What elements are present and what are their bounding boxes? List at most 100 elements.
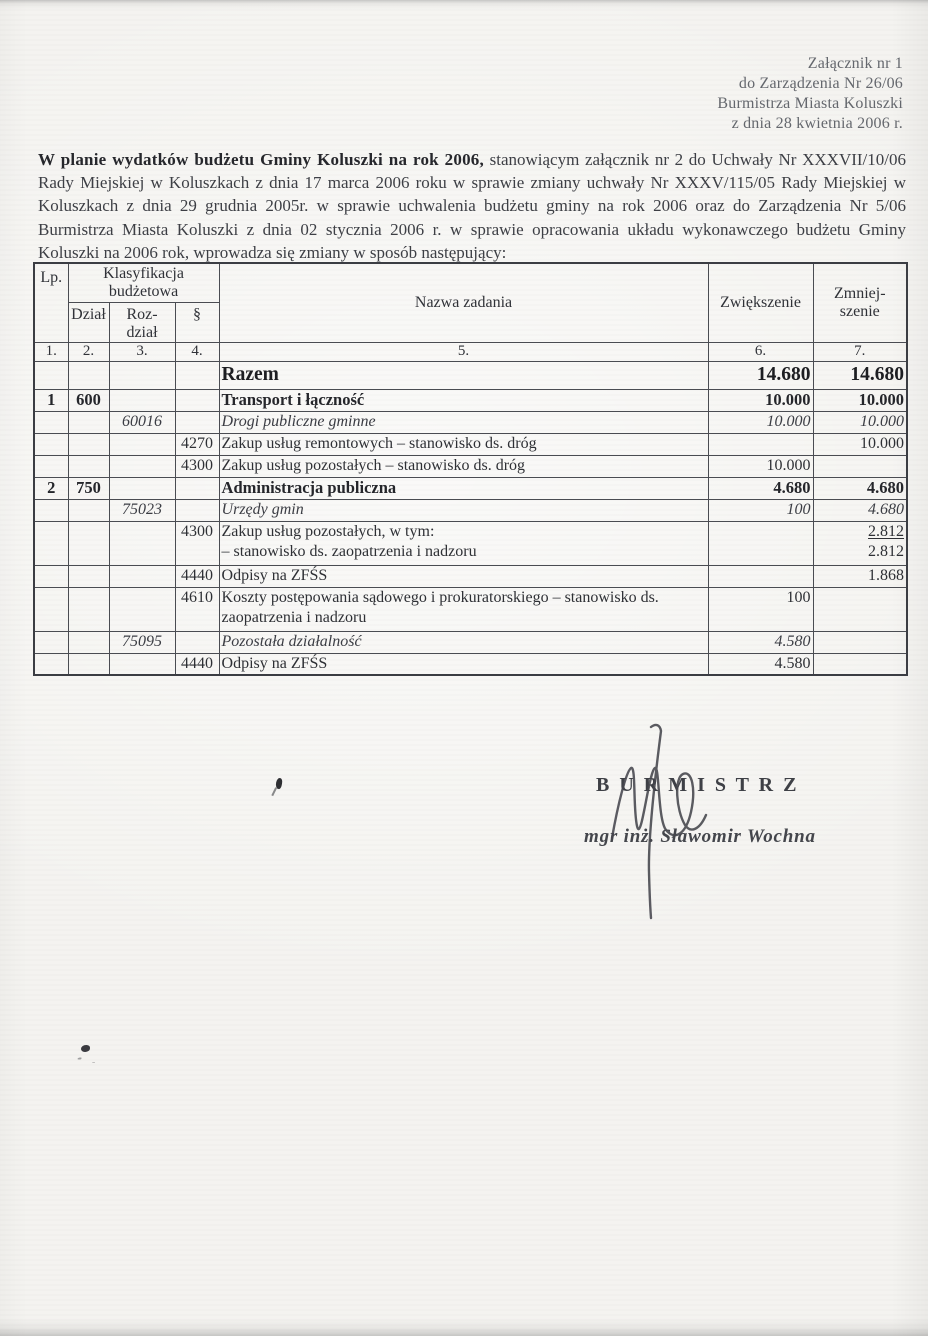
- table-row: 4610 Koszty postępowania sądowego i proku…: [33, 586, 908, 632]
- cell-nazwa-zadania: Pozostała działalność: [218, 630, 709, 654]
- header-klasyfikacja: Klasyfikacja budżetowa: [67, 262, 220, 303]
- cell-dzial: 750: [67, 476, 110, 500]
- cell-lp: 2: [33, 476, 69, 500]
- cell-paragraf: 4440: [174, 652, 220, 676]
- cell-rozdzial: [108, 586, 176, 632]
- attachment-header: Załącznik nr 1 do Zarządzenia Nr 26/06 B…: [717, 54, 903, 134]
- cell-dzial: [67, 432, 110, 456]
- cell-paragraf: [174, 498, 220, 522]
- header-zmniejszenie: Zmniej- szenie: [812, 262, 908, 343]
- intro-body-text: stanowiącym załącznik nr 2 do Uchwały Nr…: [38, 150, 906, 262]
- cell-nazwa-zadania: Razem: [218, 360, 709, 390]
- cell-paragraf: [174, 388, 220, 412]
- intro-paragraph: W planie wydatków budżetu Gminy Koluszki…: [38, 148, 906, 264]
- cell-dzial: [67, 564, 110, 588]
- cell-paragraf: [174, 630, 220, 654]
- cell-paragraf: 4610: [174, 586, 220, 632]
- mayor-stamp-name: mgr inż. Sławomir Wochna: [584, 826, 816, 847]
- cell-nazwa-zadania: Koszty postępowania sądowego i prokurato…: [218, 586, 709, 632]
- cell-zwiekszenie: 14.680: [707, 360, 814, 390]
- attachment-line: Burmistrza Miasta Koluszki: [717, 95, 903, 112]
- header-paragraf: §: [174, 301, 220, 343]
- table-row: 75023 Urzędy gmin 100 4.680: [33, 498, 908, 522]
- cell-paragraf: 4300: [174, 520, 220, 566]
- cell-nazwa-zadania: Zakup usług pozostałych – stanowisko ds.…: [218, 454, 709, 478]
- cell-zmniejszenie: 10.000: [812, 432, 908, 456]
- cell-dzial: 600: [67, 388, 110, 412]
- cell-dzial: [67, 410, 110, 434]
- header-nazwa-zadania: Nazwa zadania: [218, 262, 709, 343]
- ink-smudge: [274, 777, 284, 790]
- cell-zmniejszenie: 10.000: [812, 388, 908, 412]
- cell-rozdzial: [108, 476, 176, 500]
- handwritten-signature: [610, 723, 708, 920]
- intro-bold-lead: W planie wydatków budżetu Gminy Koluszki…: [38, 150, 484, 169]
- cell-paragraf: [174, 476, 220, 500]
- cell-dzial: [67, 630, 110, 654]
- cell-nazwa-zadania: Odpisy na ZFŚS: [218, 652, 709, 676]
- cell-lp: [33, 360, 69, 390]
- ink-dot: [81, 1045, 90, 1052]
- header-row-1: Lp. Klasyfikacja budżetowa Nazwa zadania…: [33, 262, 908, 343]
- attachment-line: Załącznik nr 1: [807, 55, 903, 72]
- cell-dzial: [67, 586, 110, 632]
- cell-zwiekszenie: 4.680: [707, 476, 814, 500]
- column-number: 5.: [218, 341, 709, 362]
- cell-paragraf: 4270: [174, 432, 220, 456]
- cell-zmniejszenie: 4.680: [812, 498, 908, 522]
- cell-dzial: [67, 652, 110, 676]
- cell-zwiekszenie: 10.000: [707, 454, 814, 478]
- cell-lp: [33, 454, 69, 478]
- cell-lp: [33, 652, 69, 676]
- table-row: 4440 Odpisy na ZFŚS 4.580: [33, 652, 908, 676]
- column-number: 7.: [812, 341, 908, 362]
- cell-zmniejszenie: 10.000: [812, 410, 908, 434]
- cell-nazwa-zadania: Transport i łączność: [218, 388, 709, 412]
- header-row-numbers: 1. 2. 3. 4. 5. 6. 7.: [33, 341, 908, 362]
- column-number: 4.: [174, 341, 220, 362]
- table-row: 75095 Pozostała działalność 4.580: [33, 630, 908, 654]
- column-number: 3.: [108, 341, 176, 362]
- cell-zwiekszenie: [707, 564, 814, 588]
- cell-lp: [33, 586, 69, 632]
- cell-rozdzial: 75023: [108, 498, 176, 522]
- cell-lp: [33, 630, 69, 654]
- header-dzial: Dział: [67, 301, 110, 343]
- cell-rozdzial: [108, 360, 176, 390]
- cell-zmniejszenie: [812, 630, 908, 654]
- cell-dzial: [67, 454, 110, 478]
- cell-dzial: [67, 520, 110, 566]
- cell-nazwa-zadania: Urzędy gmin: [218, 498, 709, 522]
- cell-dzial: [67, 360, 110, 390]
- column-number: 1.: [33, 341, 69, 362]
- table-row: 4300 Zakup usług pozostałych, w tym: – st…: [33, 520, 908, 566]
- cell-zmniejszenie: 14.680: [812, 360, 908, 390]
- cell-rozdzial: [108, 454, 176, 478]
- header-rozdzial: Roz- dział: [108, 301, 176, 343]
- budget-table: Lp. Klasyfikacja budżetowa Nazwa zadania…: [33, 262, 909, 676]
- column-number: 2.: [67, 341, 110, 362]
- cell-lp: [33, 498, 69, 522]
- cell-rozdzial: [108, 652, 176, 676]
- table-body: Razem 14.680 14.680 1 600 Transport i łącznoś…: [33, 360, 908, 676]
- cell-dzial: [67, 498, 110, 522]
- table-row: 4300 Zakup usług pozostałych – stanowisko…: [33, 454, 908, 478]
- table-row: 4270 Zakup usług remontowych – stanowisko…: [33, 432, 908, 456]
- cell-zwiekszenie: 100: [707, 498, 814, 522]
- cell-rozdzial: [108, 388, 176, 412]
- cell-lp: [33, 520, 69, 566]
- column-number: 6.: [707, 341, 814, 362]
- cell-nazwa-zadania: Odpisy na ZFŚS: [218, 564, 709, 588]
- table-row: 2 750 Administracja publiczna 4.680 4.680: [33, 476, 908, 500]
- cell-zwiekszenie: 4.580: [707, 652, 814, 676]
- cell-nazwa-zadania: Zakup usług remontowych – stanowisko ds.…: [218, 432, 709, 456]
- cell-zmniejszenie: [812, 652, 908, 676]
- cell-zmniejszenie: [812, 586, 908, 632]
- cell-rozdzial: [108, 520, 176, 566]
- cell-zwiekszenie: 10.000: [707, 410, 814, 434]
- cell-zmniejszenie: 1.868: [812, 564, 908, 588]
- header-lp: Lp.: [33, 262, 69, 343]
- table-row: 4440 Odpisy na ZFŚS 1.868: [33, 564, 908, 588]
- attachment-line: z dnia 28 kwietnia 2006 r.: [731, 115, 903, 132]
